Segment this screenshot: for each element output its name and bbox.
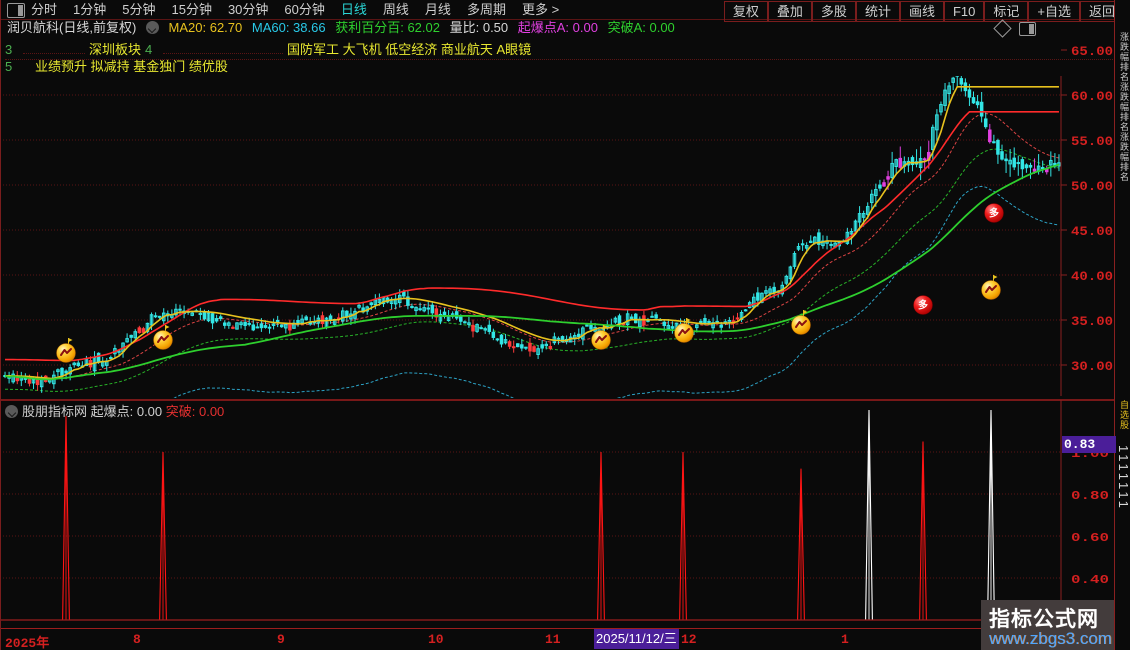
svg-text:0.60: 0.60 [1071,531,1109,545]
svg-text:0.40: 0.40 [1071,573,1109,587]
svg-text:0.80: 0.80 [1071,489,1109,503]
